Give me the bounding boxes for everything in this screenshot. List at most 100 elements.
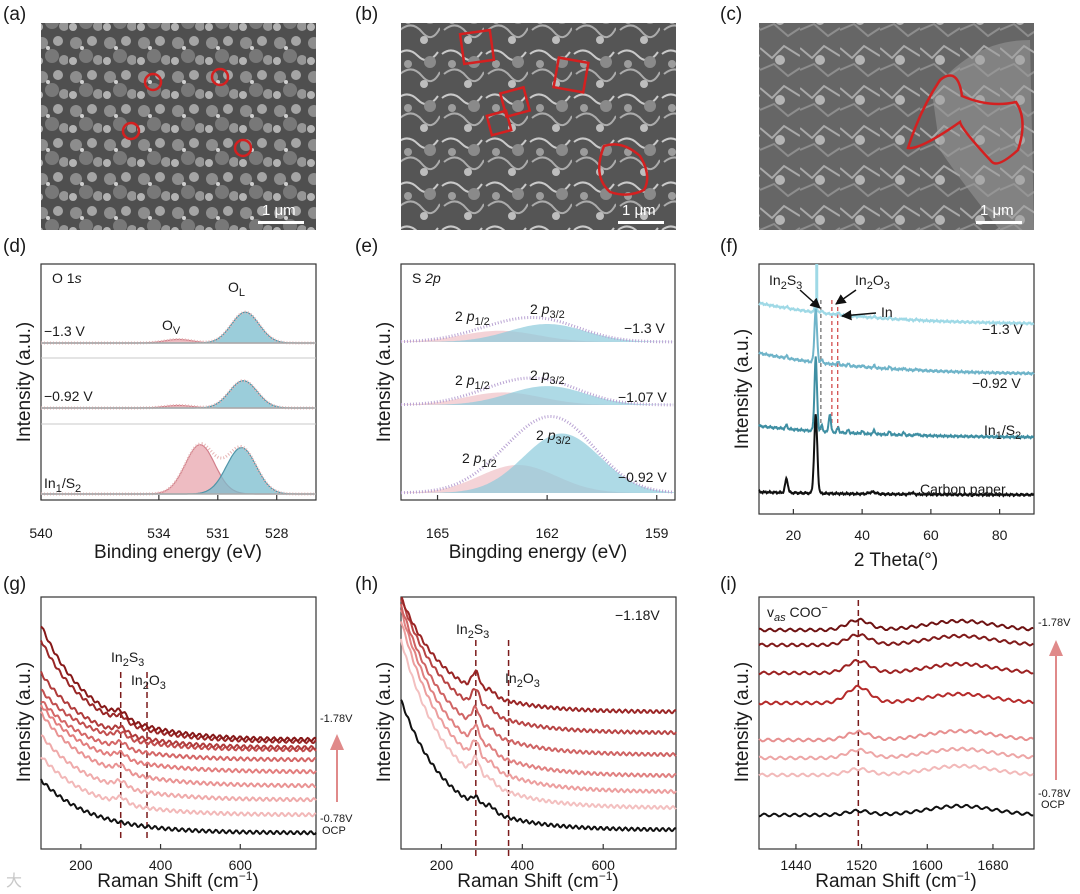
e-peak-labels: 2 p1/2 2 p3/2 2 p1/2 2 p3/2 2 p1/2 2 p3/… <box>455 301 571 470</box>
d-fit-peak <box>41 312 316 343</box>
x-tick-label: 40 <box>854 527 870 543</box>
i-potential-arrow-head <box>1049 640 1063 656</box>
d-fit-peak <box>41 405 316 408</box>
highlight-square <box>498 85 532 119</box>
e-fit-peak <box>401 386 675 405</box>
g-x-label: Raman Shift (cm−1) <box>97 869 259 892</box>
h-raman-line <box>400 638 677 811</box>
e-spectrum-line <box>400 316 674 344</box>
f-y-label: Intensity (a.u.) <box>732 329 753 449</box>
f-curve-label-1: −1.3 V <box>982 321 1024 337</box>
x-tick-label: 1600 <box>912 857 943 873</box>
chart-i-raman: vas COO− -1.78V -0.78V OCP 1440 1520 1600 1… <box>732 596 1071 892</box>
g-ocp-label: OCP <box>322 825 346 837</box>
e-x-label: Bingding energy (eV) <box>449 542 628 563</box>
i-ann-coo: vas COO− <box>767 602 828 624</box>
i-x-ticks: 1440 1520 1600 1680 <box>780 844 1009 873</box>
i-raman-line <box>758 746 1034 761</box>
x-tick-label: 540 <box>29 525 53 541</box>
highlight-circle <box>121 121 141 141</box>
chart-g-raman: In2S3 In2O3 -1.78V -0.78V OCP 200 400 600 … <box>6 596 353 892</box>
g-reference-lines <box>119 672 148 840</box>
x-tick-label: 1680 <box>977 857 1008 873</box>
e-p12-label-2: 2 p1/2 <box>455 372 490 392</box>
panel-label-a: (a) <box>3 4 26 25</box>
d-fit-peak <box>41 444 316 494</box>
d-curve-label-2: −0.92 V <box>44 388 93 404</box>
h-raman-line <box>400 609 677 779</box>
panel-label-d: (d) <box>3 236 26 257</box>
plot-frame-h <box>400 596 677 850</box>
f-curve-label-3: In1/S2 <box>984 422 1021 442</box>
x-tick-label: 600 <box>592 857 616 873</box>
scale-bar-label-c: 1 μm <box>980 202 1014 219</box>
watermark: 大 <box>6 872 22 890</box>
x-tick-label: 528 <box>265 525 289 541</box>
g-raman-line <box>40 711 317 789</box>
d-x-label: Binding energy (eV) <box>94 542 262 563</box>
h-ann-in2s3: In2S3 <box>456 621 489 641</box>
e-spectrum-line <box>401 415 674 495</box>
plot-frame-f <box>758 263 1035 515</box>
scale-bar-b <box>618 221 664 224</box>
g-raman-line <box>40 778 317 836</box>
f-x-ticks: 20 40 60 80 <box>786 509 1008 543</box>
g-raman-line <box>40 704 317 775</box>
f-arrow-in2s3 <box>799 289 821 309</box>
g-y-label: Intensity (a.u.) <box>14 662 35 782</box>
panel-label-c: (c) <box>720 4 742 25</box>
highlight-circle <box>233 138 253 158</box>
d-fit-peak <box>41 447 316 494</box>
chart-f-xrd: In2S3 In2O3 In −1.3 V −0.92 V In1/S2 Car… <box>732 263 1035 571</box>
d-title: O 1s <box>52 270 82 286</box>
scale-bar-label-b: 1 μm <box>622 202 656 219</box>
sem-image-b: 1 μm <box>401 23 676 230</box>
scale-bar-a <box>258 221 304 224</box>
g-raman-line <box>40 671 317 751</box>
e-p12-label-1: 2 p1/2 <box>455 308 490 328</box>
e-fit-peak <box>401 433 675 493</box>
e-fit-peak <box>401 324 675 342</box>
f-arrow-in <box>840 309 877 321</box>
g-ann-in2s3: In2S3 <box>111 649 144 669</box>
h-potential: −1.18V <box>615 607 660 623</box>
i-raman-line <box>758 728 1034 743</box>
highlight-square <box>458 28 496 66</box>
f-pattern-line <box>758 356 1035 440</box>
f-arrow-in2o3 <box>835 289 857 305</box>
panel-label-b: (b) <box>355 4 378 25</box>
g-spectra <box>40 625 317 836</box>
h-spectra <box>400 597 677 833</box>
x-tick-label: 600 <box>229 857 253 873</box>
panel-label-i: (i) <box>720 574 737 595</box>
x-tick-label: 60 <box>923 527 939 543</box>
i-top-potential: -1.78V <box>1038 617 1071 629</box>
g-raman-line <box>40 700 317 763</box>
h-raman-line <box>400 621 677 795</box>
plot-frame-e <box>400 263 676 501</box>
i-raman-line <box>758 803 1034 818</box>
f-spectra <box>758 264 1035 498</box>
x-tick-label: 20 <box>786 527 802 543</box>
d-curve-label-3: In1/S2 <box>44 475 81 495</box>
x-tick-label: 200 <box>430 857 454 873</box>
e-p32-label-2: 2 p3/2 <box>530 367 565 387</box>
g-raman-line <box>40 756 317 818</box>
h-x-label: Raman Shift (cm−1) <box>457 869 619 892</box>
highlight-outline <box>906 74 1024 165</box>
f-x-label: 2 Theta(°) <box>854 550 938 571</box>
f-pattern-line <box>758 301 1035 326</box>
g-ann-in2o3: In2O3 <box>131 672 166 692</box>
i-raman-line <box>758 617 1034 633</box>
d-peak-ov: OV <box>162 317 181 337</box>
x-tick-label: 534 <box>147 525 171 541</box>
g-raman-line <box>40 640 317 745</box>
g-bottom-potential: -0.78V <box>320 813 353 825</box>
panel-label-h: (h) <box>355 574 378 595</box>
f-ann-in2o3: In2O3 <box>855 272 890 292</box>
x-tick-label: 531 <box>206 525 230 541</box>
sem-image-a: 1 μm <box>41 23 316 230</box>
i-y-label: Intensity (a.u.) <box>732 662 753 782</box>
i-raman-line <box>758 684 1034 706</box>
